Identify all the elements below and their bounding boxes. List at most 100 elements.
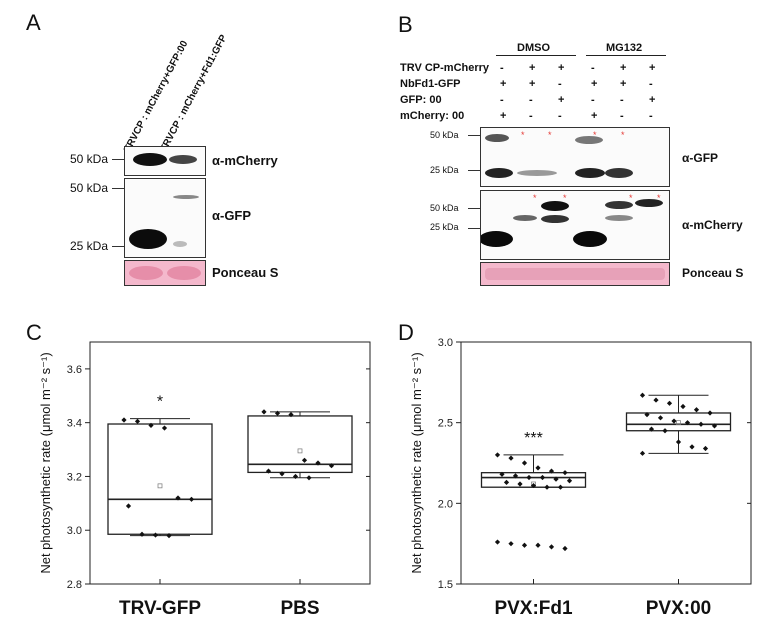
data-point [675, 439, 682, 445]
data-point [535, 542, 541, 548]
data-point [653, 397, 659, 403]
data-point [671, 418, 677, 424]
band [575, 136, 603, 144]
y-axis-label: Net photosynthetic rate (μmol m⁻² s⁻¹) [409, 352, 424, 573]
band [605, 215, 633, 221]
data-point [121, 417, 127, 423]
y-tick-label: 3.0 [438, 337, 453, 349]
group-mg132: MG132 [606, 42, 643, 54]
treatment-sign: + [591, 78, 598, 90]
red-asterisk: * [621, 130, 625, 140]
blot-mcherry [124, 146, 206, 176]
data-point [494, 539, 501, 545]
data-point [125, 503, 132, 509]
data-point [530, 482, 537, 489]
treatment-sign: + [529, 78, 536, 90]
band [169, 155, 197, 164]
data-point [161, 425, 168, 431]
lane-label-1: TRVCP : mCherry+GFP:00 [122, 38, 191, 154]
treatment-sign: - [649, 110, 653, 122]
mean-marker [157, 483, 163, 489]
treatment-sign: - [649, 78, 653, 90]
data-point [544, 484, 550, 490]
marker-tick [468, 228, 480, 229]
y-tick-label: 3.4 [67, 418, 82, 430]
band [513, 215, 537, 221]
marker-tick [468, 170, 480, 171]
significance-marker: *** [524, 430, 543, 447]
data-point [512, 473, 519, 479]
data-point [188, 496, 195, 502]
data-point [680, 403, 686, 410]
lane-label-2: TRVCP : mCherry+Fd1:GFP [158, 33, 230, 154]
red-asterisk: * [563, 193, 567, 203]
band [133, 153, 167, 166]
band [635, 199, 663, 207]
treatment-sign: + [649, 62, 656, 74]
panel-letter-a: A [26, 10, 41, 35]
band [167, 266, 201, 280]
treatment-sign: + [620, 62, 627, 74]
data-point [557, 484, 564, 490]
band [485, 134, 509, 142]
mw-marker-25: 25 kDa [430, 222, 459, 232]
data-point [689, 444, 695, 450]
data-point [562, 545, 568, 552]
data-point [139, 531, 145, 537]
antibody-mcherry: α-mCherry [212, 153, 278, 168]
mw-marker-50: 50 kDa [70, 181, 109, 195]
group-line [496, 55, 576, 56]
band [129, 266, 163, 280]
data-point [566, 478, 573, 484]
data-point [508, 541, 514, 547]
antibody-gfp: α-GFP [212, 208, 252, 223]
treatment-sign: - [529, 110, 533, 122]
ponceau-strip [124, 260, 206, 286]
band [173, 241, 187, 247]
box [625, 412, 732, 432]
band [575, 168, 605, 178]
y-tick-label: 2.5 [438, 418, 453, 430]
blot-b-gfp: * * * * [480, 127, 670, 187]
treatment-row-label: GFP: 00 [400, 94, 442, 106]
band [605, 168, 633, 178]
band [173, 195, 199, 199]
panel-b: DMSO MG132 TRV CP-mCherry - + + - + + NbFd1-GFP… [390, 0, 771, 300]
data-point [134, 418, 141, 424]
data-point [666, 400, 673, 406]
chart-c: 2.8 3.0 3.2 3.4 3.6 Net photosynthetic rate (… [38, 341, 371, 619]
treatment-sign: + [558, 94, 565, 106]
x-tick-label: PVX:Fd1 [494, 598, 573, 619]
panel-a: TRVCP : mCherry+GFP:00 TRVCP : mCherry+F… [0, 0, 390, 300]
data-point [648, 426, 655, 432]
y-tick-label: 3.2 [67, 471, 82, 483]
data-point [707, 410, 713, 416]
treatment-row-label: TRV CP-mCherry [400, 62, 490, 74]
significance-marker: * [157, 394, 163, 411]
data-point [274, 410, 281, 416]
treatment-sign: + [500, 78, 507, 90]
panel-letter-b: B [398, 12, 413, 37]
red-asterisk: * [521, 130, 525, 140]
data-point [562, 470, 568, 476]
y-axis-label: Net photosynthetic rate (μmol m⁻² s⁻¹) [38, 352, 53, 573]
red-asterisk: * [657, 193, 661, 203]
data-point [521, 460, 528, 466]
treatment-sign: + [620, 78, 627, 90]
panel-letter-d: D [398, 320, 414, 345]
treatment-sign: - [500, 62, 504, 74]
data-point [521, 542, 528, 548]
data-point [494, 452, 501, 458]
band [517, 170, 557, 176]
data-point [292, 473, 299, 480]
data-point [535, 465, 541, 471]
plot-frame [460, 341, 752, 585]
antibody-b-ponceau: Ponceau S [682, 266, 744, 280]
data-point [279, 471, 285, 477]
mw-marker-50: 50 kDa [430, 203, 459, 213]
band [573, 231, 607, 247]
treatment-sign: - [620, 110, 624, 122]
marker-tick [112, 188, 124, 189]
x-tick-label: TRV-GFP [119, 598, 201, 619]
data-point [698, 421, 704, 427]
